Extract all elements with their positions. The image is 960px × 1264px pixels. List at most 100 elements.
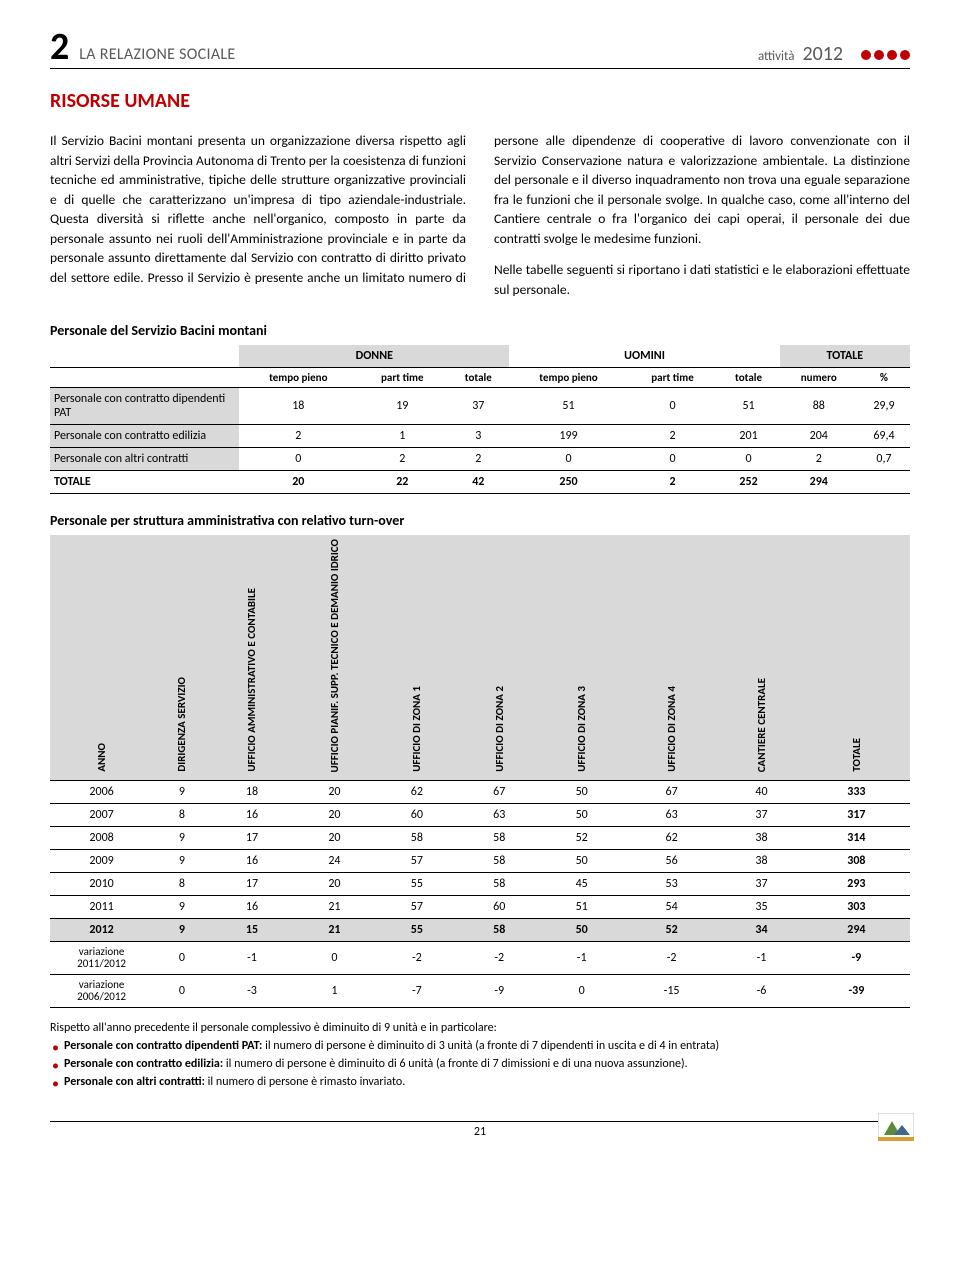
t2-var-cell: -39 <box>803 975 910 1008</box>
header-dots <box>861 50 910 64</box>
t1-rowlabel: Personale con contratto edilizia <box>50 424 239 447</box>
t1-subheader: tempo pieno <box>509 367 627 387</box>
t2-cell: 35 <box>720 895 802 918</box>
t2-highlight-cell: 58 <box>458 918 540 941</box>
t2-cell: 18 <box>211 780 293 803</box>
t2-var-cell: -9 <box>458 975 540 1008</box>
t2-cell: 40 <box>720 780 802 803</box>
t2-cell: 20 <box>293 826 375 849</box>
notes-list: Personale con contratto dipendenti PAT: … <box>50 1038 910 1090</box>
t2-cell: 2007 <box>50 803 153 826</box>
t2-cell: 9 <box>153 780 211 803</box>
t2-header: UFFICIO DI ZONA 1 <box>376 535 458 781</box>
t2-var-cell: 1 <box>293 975 375 1008</box>
t1-total-cell: 22 <box>357 470 447 493</box>
t2-cell: 37 <box>720 803 802 826</box>
t2-cell: 60 <box>376 803 458 826</box>
activity-label: attività <box>758 49 795 64</box>
footer-logo-icon <box>878 1113 914 1141</box>
t1-rowlabel: Personale con altri contratti <box>50 447 239 470</box>
t1-total-cell: 20 <box>239 470 357 493</box>
t2-cell: 37 <box>720 872 802 895</box>
header-dot-icon <box>887 50 897 60</box>
t1-cell: 0 <box>509 447 627 470</box>
t2-cell: 314 <box>803 826 910 849</box>
t2-cell: 2011 <box>50 895 153 918</box>
t2-var-cell: 0 <box>540 975 622 1008</box>
t2-cell: 55 <box>376 872 458 895</box>
t2-cell: 51 <box>540 895 622 918</box>
t2-cell: 38 <box>720 849 802 872</box>
t2-cell: 293 <box>803 872 910 895</box>
t2-cell: 9 <box>153 826 211 849</box>
t2-cell: 67 <box>458 780 540 803</box>
table2-title: Personale per struttura amministrativa c… <box>50 512 910 529</box>
t2-cell: 58 <box>458 872 540 895</box>
t1-cell: 2 <box>239 424 357 447</box>
notes-block: Rispetto all'anno precedente il personal… <box>50 1020 910 1090</box>
t1-cell: 2 <box>447 447 509 470</box>
t2-highlight-cell: 21 <box>293 918 375 941</box>
t2-var-cell: -2 <box>376 941 458 974</box>
t2-cell: 308 <box>803 849 910 872</box>
t2-cell: 67 <box>623 780 720 803</box>
t1-subheader: numero <box>780 367 858 387</box>
header-left: 2 LA RELAZIONE SOCIALE <box>50 28 236 66</box>
t2-cell: 17 <box>211 872 293 895</box>
t2-cell: 62 <box>376 780 458 803</box>
t2-cell: 54 <box>623 895 720 918</box>
t1-total-cell <box>858 470 910 493</box>
t2-var-cell: -6 <box>720 975 802 1008</box>
t1-cell: 201 <box>717 424 779 447</box>
t1-subheader: tempo pieno <box>239 367 357 387</box>
t2-highlight-cell: 50 <box>540 918 622 941</box>
t1-subheader: % <box>858 367 910 387</box>
t1-cell: 0,7 <box>858 447 910 470</box>
t1-total-label: TOTALE <box>50 470 239 493</box>
t2-cell: 2006 <box>50 780 153 803</box>
t2-cell: 20 <box>293 872 375 895</box>
body-paragraph-2: Nelle tabelle seguenti si riportano i da… <box>494 260 910 299</box>
t1-total-cell: 294 <box>780 470 858 493</box>
t2-header: DIRIGENZA SERVIZIO <box>153 535 211 781</box>
page-number: 21 <box>50 1121 910 1139</box>
t1-cell: 19 <box>357 387 447 424</box>
t2-cell: 50 <box>540 803 622 826</box>
header-dot-icon <box>861 50 871 60</box>
t1-cell: 0 <box>628 387 718 424</box>
t1-group-uomini: UOMINI <box>509 345 779 368</box>
chapter-title: LA RELAZIONE SOCIALE <box>79 45 235 64</box>
t2-var-cell: 0 <box>293 941 375 974</box>
t2-cell: 53 <box>623 872 720 895</box>
t1-cell: 69,4 <box>858 424 910 447</box>
t2-cell: 57 <box>376 895 458 918</box>
t2-cell: 9 <box>153 849 211 872</box>
t2-cell: 50 <box>540 780 622 803</box>
t2-cell: 16 <box>211 803 293 826</box>
notes-bullet: Personale con altri contratti: il numero… <box>50 1074 910 1091</box>
t1-subheader: totale <box>447 367 509 387</box>
t2-header: UFFICIO DI ZONA 4 <box>623 535 720 781</box>
header-dot-icon <box>874 50 884 60</box>
t2-cell: 60 <box>458 895 540 918</box>
notes-bullet: Personale con contratto edilizia: il num… <box>50 1056 910 1073</box>
t1-cell: 204 <box>780 424 858 447</box>
t2-cell: 45 <box>540 872 622 895</box>
header-dot-icon <box>900 50 910 60</box>
t1-cell: 29,9 <box>858 387 910 424</box>
t2-var-cell: -2 <box>458 941 540 974</box>
t2-cell: 8 <box>153 803 211 826</box>
t1-cell: 37 <box>447 387 509 424</box>
table-personale-servizio: DONNEUOMINITOTALEtempo pienopart timetot… <box>50 345 910 494</box>
t1-group-donne: DONNE <box>239 345 509 368</box>
table1-title: Personale del Servizio Bacini montani <box>50 322 910 339</box>
t2-cell: 20 <box>293 780 375 803</box>
t2-highlight-cell: 294 <box>803 918 910 941</box>
t1-total-cell: 252 <box>717 470 779 493</box>
body-text: Il Servizio Bacini montani presenta un o… <box>50 131 910 300</box>
t2-cell: 9 <box>153 895 211 918</box>
t2-highlight-cell: 52 <box>623 918 720 941</box>
t1-total-cell: 42 <box>447 470 509 493</box>
t2-var-cell: -3 <box>211 975 293 1008</box>
t2-cell: 58 <box>458 849 540 872</box>
